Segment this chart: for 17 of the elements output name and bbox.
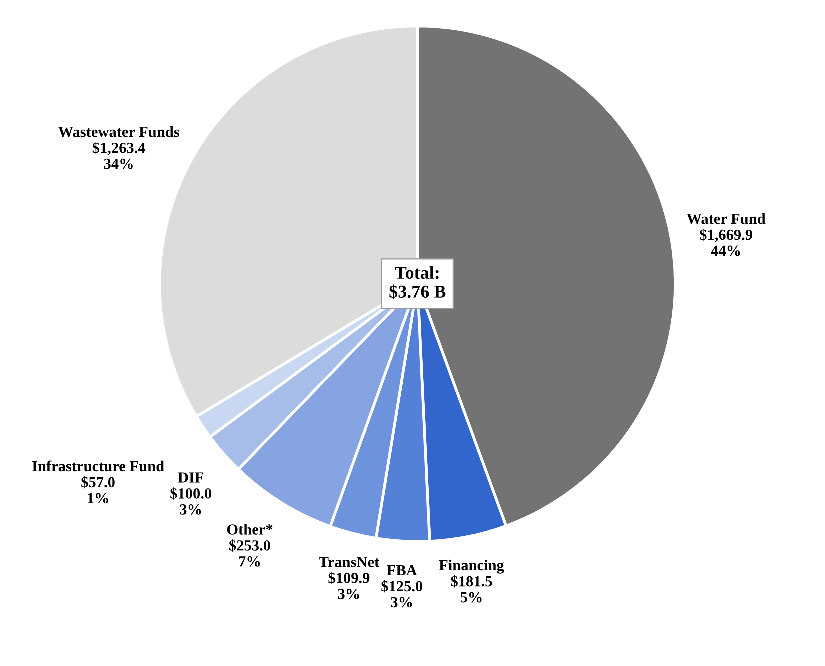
data-label: $109.9 3% (328, 572, 370, 600)
slice-label: Financing (439, 560, 504, 574)
data-label: $1,263.4 34% (92, 142, 146, 170)
slice-label: Wastewater Funds (58, 126, 180, 138)
data-label: $1,669.9 44% (700, 228, 752, 256)
data-label: $125.0 3% (382, 580, 423, 608)
data-label: $57.0 1% (82, 476, 115, 504)
slice-label: Other* (227, 524, 273, 535)
data-label: $253.0 7% (230, 540, 270, 567)
slice-label: Water Fund (686, 213, 766, 224)
text: Total: $3.76 B (390, 266, 446, 300)
slice-label: FBA (387, 565, 418, 576)
data-label: $181.5 5% (451, 576, 492, 603)
slice-label: TransNet (319, 557, 380, 568)
data-label: $100.0 3% (170, 488, 212, 515)
slice-label: DIF (178, 472, 204, 483)
slice-label: Infrastructure Fund (32, 460, 164, 472)
